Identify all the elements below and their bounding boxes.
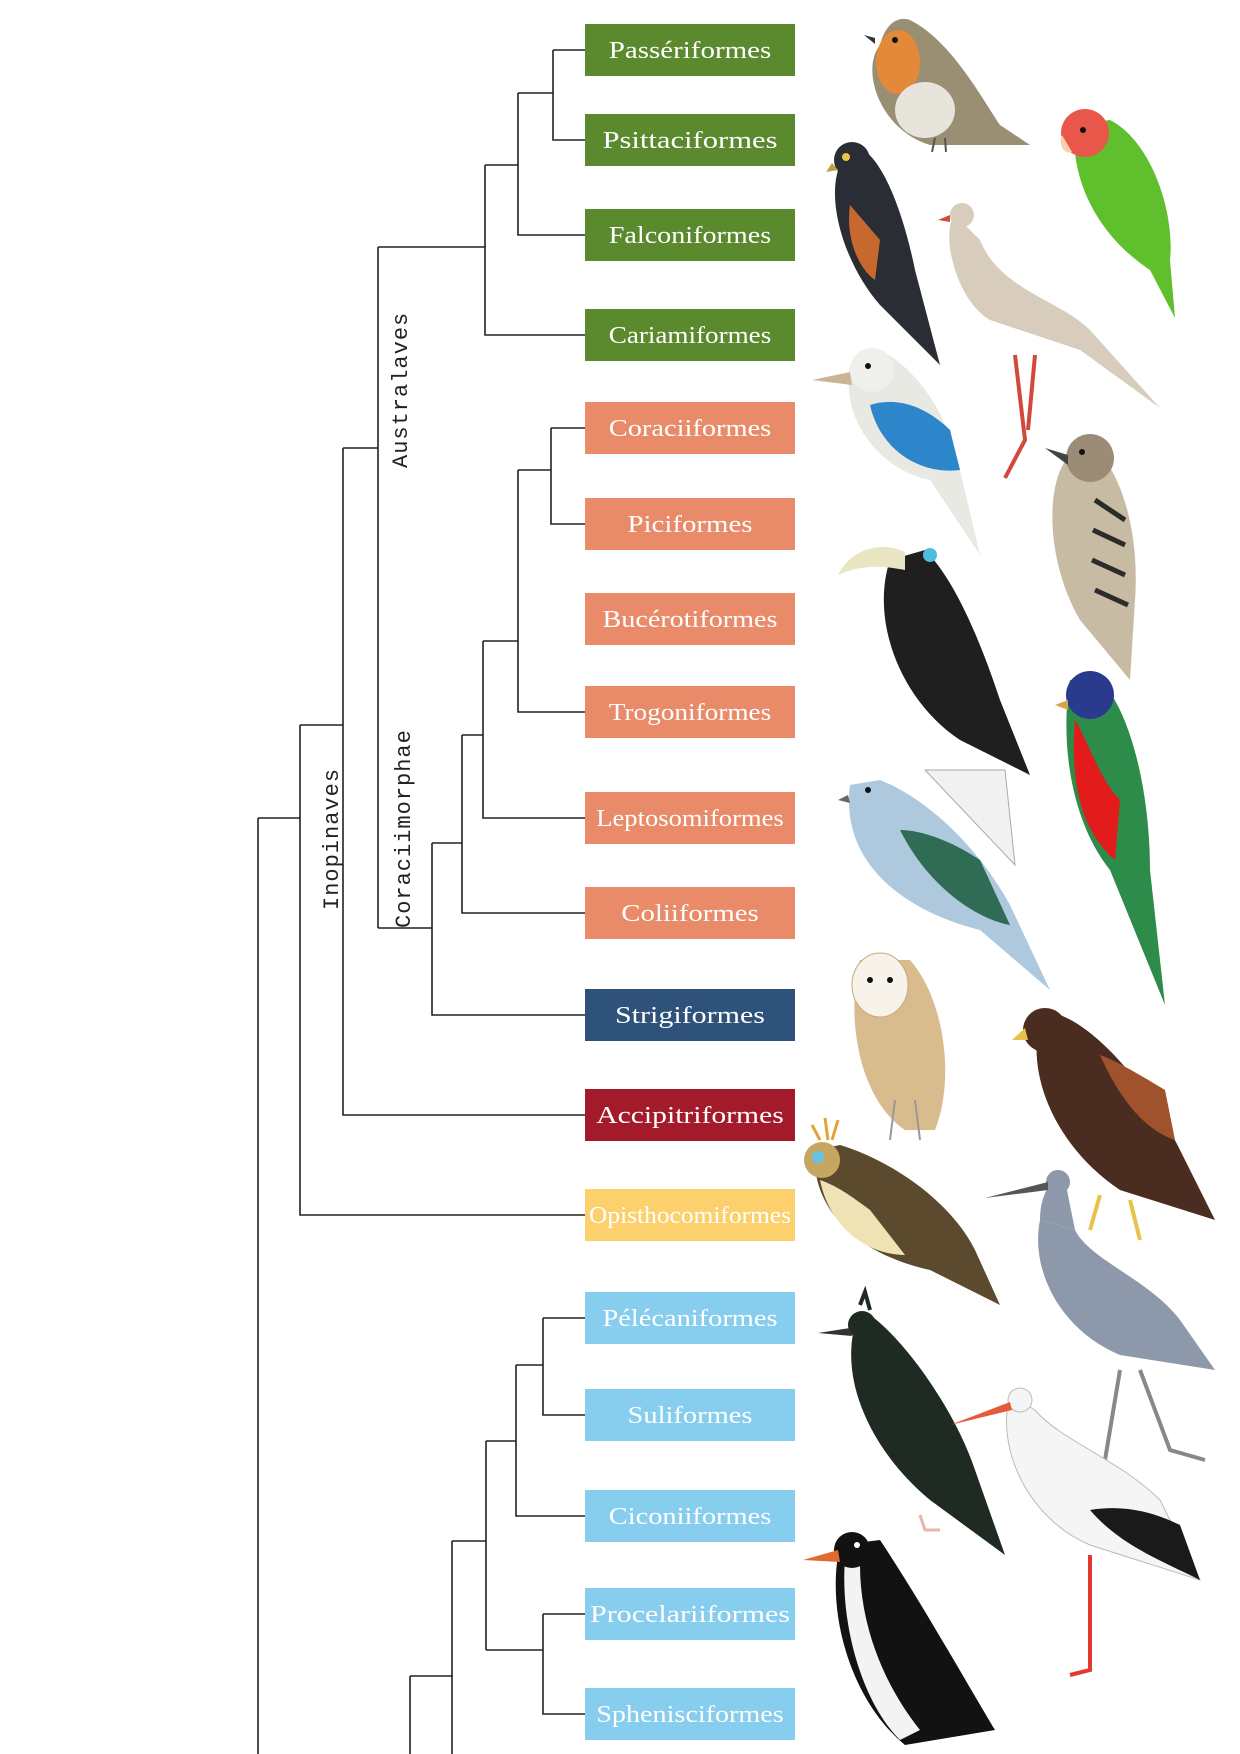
aequornithes-root-h	[410, 1675, 453, 1754]
order-box-background	[585, 209, 795, 261]
order-box-background	[585, 1089, 795, 1141]
order-box: Bucérotiformes	[585, 593, 795, 645]
order-label: Coraciiformes	[609, 416, 772, 442]
falcon-illustration	[826, 142, 940, 365]
order-label: Bucérotiformes	[603, 607, 778, 633]
kingfisher-illustration	[812, 348, 980, 555]
order-box-background	[585, 1688, 795, 1740]
order-box: Psittaciformes	[585, 114, 795, 166]
tree-branches	[257, 49, 585, 1754]
order-box-background	[585, 24, 795, 76]
pele-suli-node	[542, 1317, 585, 1416]
order-label: Procelariiformes	[590, 1602, 790, 1628]
order-box: Leptosomiformes	[585, 792, 795, 844]
robin-illustration	[864, 18, 1030, 153]
order-label: Pélécaniformes	[603, 1306, 778, 1332]
order-label: Falconiformes	[609, 223, 772, 249]
order-box-background	[585, 498, 795, 550]
telluraves-branch	[342, 448, 585, 1116]
hoatzin-illustration	[804, 1117, 1000, 1305]
order-label: Ciconiiformes	[609, 1504, 772, 1530]
penguin-illustration	[803, 1532, 995, 1745]
clade-label-coraciimorphae: Coraciimorphae	[392, 729, 417, 928]
order-box-background	[585, 309, 795, 361]
order-label: Strigiformes	[615, 1003, 765, 1029]
order-box: Coliiformes	[585, 887, 795, 939]
heron-illustration	[985, 1170, 1215, 1472]
order-box: Cariamiformes	[585, 309, 795, 361]
order-label: Passériformes	[609, 38, 772, 64]
clade-label-australaves: Australaves	[389, 312, 414, 468]
cora-node3	[482, 641, 585, 819]
order-box-background	[585, 686, 795, 738]
order-label: Opisthocomiformes	[589, 1203, 791, 1229]
order-box-background	[585, 989, 795, 1041]
bird-illustrations	[803, 18, 1215, 1745]
cuckoo-roller-illustration	[838, 780, 1050, 990]
clade-label-inopinaves: Inopinaves	[320, 768, 345, 910]
order-box: Procelariiformes	[585, 1588, 795, 1640]
order-box-background	[585, 1189, 795, 1241]
barn-owl-illustration	[851, 952, 946, 1141]
order-box: Sphenisciformes	[585, 1688, 795, 1740]
order-label: Piciformes	[628, 512, 753, 538]
cora-node4	[517, 470, 585, 713]
order-label: Psittaciformes	[603, 128, 778, 154]
order-box: Opisthocomiformes	[585, 1189, 795, 1241]
order-box-background	[585, 792, 795, 844]
order-box: Falconiformes	[585, 209, 795, 261]
order-label: Leptosomiformes	[596, 806, 784, 832]
order-box: Coraciiformes	[585, 402, 795, 454]
order-box: Accipitriformes	[585, 1089, 795, 1141]
order-label: Coliiformes	[621, 901, 759, 927]
order-box: Passériformes	[585, 24, 795, 76]
hornbill-illustration	[838, 546, 1030, 867]
trogon-illustration	[1055, 671, 1165, 1005]
order-box-background	[585, 593, 795, 645]
cora-node5	[550, 427, 585, 525]
order-box-background	[585, 1588, 795, 1640]
order-box: Piciformes	[585, 498, 795, 550]
hawk-illustration	[1012, 1008, 1215, 1241]
order-label: Trogoniformes	[609, 700, 772, 726]
order-box-background	[585, 114, 795, 166]
lovebird-illustration	[1060, 109, 1175, 318]
passer-psitta-node	[552, 49, 585, 141]
order-box: Suliformes	[585, 1389, 795, 1441]
stork-illustration	[950, 1387, 1201, 1675]
order-label: Cariamiformes	[609, 323, 772, 349]
aequ-node3	[515, 1365, 585, 1517]
shag-illustration	[818, 1285, 1005, 1555]
order-label: Suliformes	[628, 1403, 753, 1429]
cora-node1	[431, 843, 585, 1016]
woodpecker-illustration	[1045, 434, 1136, 680]
inopinaves-branch	[299, 725, 585, 1216]
order-box: Trogoniformes	[585, 686, 795, 738]
seriema-illustration	[938, 203, 1160, 479]
order-box-background	[585, 1389, 795, 1441]
proc-sphen-node	[542, 1613, 585, 1715]
order-box: Pélécaniformes	[585, 1292, 795, 1344]
australaves-node2	[485, 164, 585, 236]
order-box-background	[585, 1490, 795, 1542]
order-box-background	[585, 402, 795, 454]
cora-node2	[461, 735, 585, 914]
australaves-branch	[378, 246, 585, 336]
order-label: Sphenisciformes	[596, 1702, 784, 1728]
order-label: Accipitriformes	[596, 1103, 784, 1129]
order-boxes: Passériformes Psittaciformes Falconiformes…	[585, 24, 795, 1740]
order-box: Ciconiiformes	[585, 1490, 795, 1542]
order-box-background	[585, 1292, 795, 1344]
order-box-background	[585, 887, 795, 939]
order-box: Strigiformes	[585, 989, 795, 1041]
